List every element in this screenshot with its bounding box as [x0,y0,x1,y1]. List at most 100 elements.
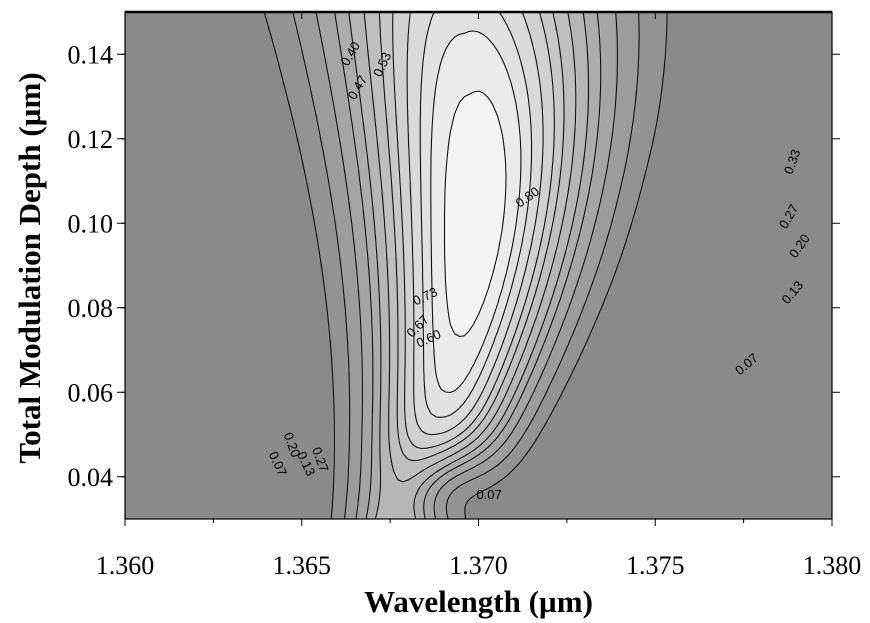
band-cell [808,505,813,510]
band-cell [257,482,262,487]
band-cell [540,454,545,459]
band-cell [757,413,762,418]
band-cell [544,501,549,506]
band-cell [596,376,601,381]
band-cell [582,367,587,372]
band-cell [219,478,224,483]
band-cell [818,372,823,377]
band-cell [738,395,743,400]
band-cell [450,505,455,510]
band-cell [163,362,168,367]
band-cell [667,445,672,450]
band-cell [643,445,648,450]
band-cell [691,427,696,432]
band-cell [568,501,573,506]
band-cell [342,395,347,400]
band-cell [691,422,696,427]
band-cell [455,496,460,501]
band-cell [215,459,220,464]
band-cell [639,450,644,455]
band-cell [761,473,766,478]
band-cell [243,482,248,487]
band-cell [365,431,370,436]
band-cell [606,510,611,515]
band-cell [757,445,762,450]
band-cell [766,496,771,501]
band-cell [271,427,276,432]
band-cell [252,450,257,455]
band-cell [290,408,295,413]
band-cell [643,454,648,459]
band-cell [653,436,658,441]
band-cell [700,501,705,506]
band-cell [823,404,828,409]
band-cell [380,510,385,515]
band-cell [521,505,526,510]
band-cell [233,395,238,400]
band-cell [592,399,597,404]
band-cell [681,454,686,459]
band-cell [648,436,653,441]
band-cell [785,399,790,404]
band-cell [361,390,366,395]
band-cell [691,482,696,487]
band-cell [172,399,177,404]
band-cell [139,381,144,386]
band-cell [775,413,780,418]
band-cell [337,436,342,441]
band-cell [347,473,352,478]
band-cell [215,473,220,478]
band-cell [139,459,144,464]
band-cell [431,436,436,441]
band-cell [601,399,606,404]
band-cell [808,441,813,446]
band-cell [700,408,705,413]
band-cell [497,413,502,418]
band-cell [747,381,752,386]
band-cell [587,441,592,446]
band-cell [742,464,747,469]
band-cell [813,376,818,381]
band-cell [648,487,653,492]
band-cell [323,427,328,432]
band-cell [714,468,719,473]
band-cell [252,510,257,515]
band-cell [384,445,389,450]
band-cell [290,381,295,386]
band-cell [130,464,135,469]
band-cell [808,395,813,400]
band-cell [285,381,290,386]
band-cell [252,482,257,487]
band-cell [243,468,248,473]
band-cell [200,427,205,432]
band-cell [587,468,592,473]
band-cell [483,395,488,400]
band-cell [130,422,135,427]
band-cell [667,441,672,446]
band-cell [248,395,253,400]
band-cell [568,395,573,400]
band-cell [191,404,196,409]
band-cell [417,376,422,381]
band-cell [257,431,262,436]
band-cell [389,473,394,478]
band-cell [318,496,323,501]
band-cell [323,482,328,487]
band-cell [351,376,356,381]
band-cell [130,381,135,386]
band-cell [469,510,474,515]
band-cell [436,510,441,515]
band-cell [186,501,191,506]
band-cell [314,487,319,492]
band-cell [276,491,281,496]
band-cell [639,491,644,496]
band-cell [163,422,168,427]
band-cell [200,408,205,413]
band-cell [200,450,205,455]
band-cell [691,418,696,423]
band-cell [766,376,771,381]
band-cell [544,445,549,450]
band-cell [177,501,182,506]
band-cell [757,381,762,386]
band-cell [182,404,187,409]
